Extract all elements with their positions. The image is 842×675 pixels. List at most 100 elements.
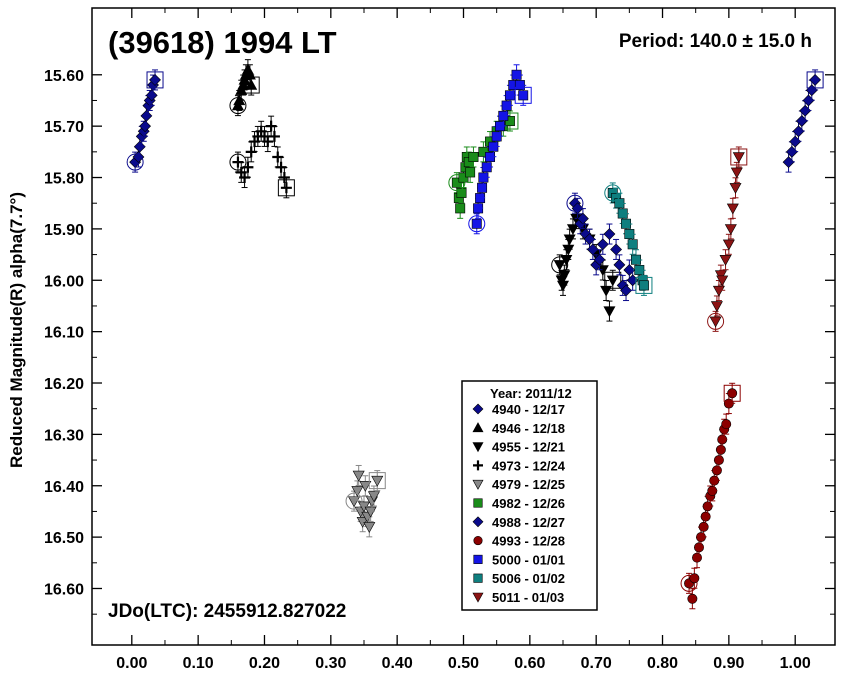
legend-entry: 4946 - 12/18 [492, 421, 565, 436]
y-tick-label: 16.20 [44, 376, 84, 393]
data-point [712, 285, 725, 297]
series-start-marker [468, 215, 486, 233]
data-point [729, 183, 742, 194]
legend-marker [472, 479, 484, 490]
data-point [363, 522, 376, 533]
data-point [727, 388, 738, 399]
series-0 [126, 69, 164, 173]
series-end-marker [723, 384, 741, 402]
data-point [456, 187, 467, 198]
y-tick-label: 16.40 [44, 479, 84, 496]
data-point [562, 244, 575, 256]
y-tick-label: 16.00 [44, 273, 84, 290]
series-end-marker [242, 76, 260, 94]
data-point [726, 203, 739, 215]
series-9 [604, 182, 653, 296]
series-end-marker [277, 179, 295, 197]
x-tick-label: 0.10 [183, 655, 214, 672]
data-point [351, 486, 364, 498]
data-point [268, 130, 280, 142]
legend-title: Year: 2011/12 [490, 386, 572, 401]
x-tick-label: 0.20 [249, 655, 280, 672]
data-point [371, 475, 384, 487]
legend-marker [472, 403, 484, 415]
y-tick-label: 15.80 [44, 171, 84, 188]
x-tick-label: 0.50 [448, 655, 479, 672]
chart-title: (39618) 1994 LT [108, 25, 337, 60]
data-point [596, 265, 609, 277]
series-6 [566, 69, 824, 302]
series-end-marker [635, 276, 653, 294]
series-8 [468, 64, 532, 235]
data-point [596, 238, 609, 251]
series-end-marker [730, 148, 748, 166]
legend-entry: 4993 - 12/28 [492, 534, 565, 549]
x-tick-label: 0.30 [315, 655, 346, 672]
legend-entry: 4955 - 12/21 [492, 440, 565, 455]
data-point [593, 253, 606, 266]
series-3 [229, 115, 295, 199]
data-point [709, 316, 722, 328]
series-start-marker [551, 256, 569, 274]
period-text: Period: 140.0 ± 15.0 h [619, 31, 812, 52]
legend-marker [473, 460, 483, 471]
legend-marker [472, 442, 484, 453]
x-tick-label: 0.60 [514, 655, 545, 672]
data-point [245, 78, 258, 90]
data-point [367, 491, 380, 503]
legend-entry: 4988 - 12/27 [492, 515, 565, 530]
data-point [730, 167, 743, 179]
series-7 [680, 382, 741, 610]
data-point [627, 239, 638, 250]
data-point [455, 203, 466, 214]
y-tick-label: 16.10 [44, 325, 84, 342]
legend-marker [472, 592, 484, 603]
data-point [721, 419, 732, 430]
series-start-marker [229, 153, 247, 171]
data-point [722, 239, 735, 251]
data-point [716, 275, 729, 287]
data-point [620, 284, 632, 297]
series-end-marker [604, 271, 622, 289]
y-tick-label: 15.90 [44, 222, 84, 239]
legend-marker [473, 536, 483, 546]
data-point [556, 280, 570, 292]
legend-entry: 4979 - 12/25 [492, 477, 565, 492]
series-end-marker [146, 71, 164, 89]
y-tick-label: 16.50 [44, 530, 84, 547]
legend-entry: 4982 - 12/26 [492, 496, 565, 511]
series-end-marker [514, 86, 532, 104]
x-tick-label: 0.90 [713, 655, 744, 672]
legend-box [461, 380, 598, 611]
data-point [689, 573, 700, 584]
data-point [606, 275, 619, 287]
legend-entry: 5000 - 01/01 [492, 552, 565, 567]
legend-entry: 4940 - 12/17 [492, 402, 565, 417]
data-point [623, 264, 636, 276]
y-axis-label: Reduced Magnitude(R) alpha(7.7°) [7, 192, 26, 468]
legend-marker [472, 516, 484, 528]
x-tick-label: 0.80 [647, 655, 678, 672]
data-point [710, 301, 723, 313]
data-point [719, 255, 732, 266]
series-end-marker [368, 472, 386, 490]
y-tick-label: 16.60 [44, 581, 84, 598]
x-tick-label: 0.00 [116, 655, 147, 672]
epoch-text: JDo(LTC): 2455912.827022 [108, 601, 346, 622]
data-point [262, 136, 274, 148]
data-point [809, 73, 822, 86]
y-tick-label: 16.30 [44, 427, 84, 444]
legend: Year: 2011/12 4940 - 12/17 4946 - 12/18 49… [461, 380, 598, 611]
data-point [518, 90, 529, 101]
series-start-marker [707, 312, 725, 330]
data-point [724, 224, 737, 236]
legend-entry: 4973 - 12/24 [492, 458, 566, 473]
legend-marker [473, 573, 483, 583]
data-point [359, 481, 372, 492]
y-tick-label: 15.70 [44, 119, 84, 136]
series-end-marker [806, 71, 824, 89]
data-point [610, 243, 623, 256]
y-axis: 15.60 15.70 15.80 15.90 16.00 16.10 16.20 16.30… [44, 68, 835, 615]
series-4 [345, 464, 386, 538]
